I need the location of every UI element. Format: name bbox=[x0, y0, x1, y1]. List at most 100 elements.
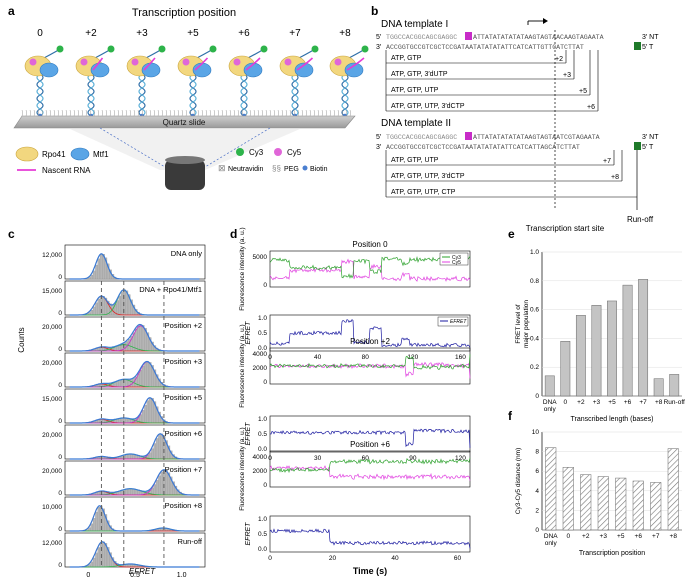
peg-brush bbox=[282, 110, 283, 116]
histogram-ytick: 20,000 bbox=[42, 324, 62, 331]
time-xtick: 80 bbox=[362, 354, 370, 361]
xtick-label: +2 bbox=[582, 533, 590, 540]
histogram-ytick-zero: 0 bbox=[58, 454, 62, 461]
efret-ytick: 0.5 bbox=[258, 531, 267, 538]
position-label: +6 bbox=[238, 28, 250, 39]
xtick-label: +6 bbox=[624, 399, 632, 406]
fluorescence-ytick: 4000 bbox=[253, 351, 268, 358]
t2-top-seq-b: ATTATATATATATAAGTAGTAATCGTAGAATA bbox=[473, 134, 600, 141]
peg-brush bbox=[30, 110, 31, 116]
cy5-dye bbox=[183, 59, 190, 66]
histogram-ytick-zero: 0 bbox=[58, 382, 62, 389]
peg-brush bbox=[210, 110, 211, 116]
histogram-bar bbox=[142, 410, 144, 423]
histogram-ytick-zero: 0 bbox=[58, 310, 62, 317]
t1-step-condition: ATP, GTP, 3′dUTP bbox=[391, 71, 448, 78]
legend-efret-text: EFRET bbox=[450, 319, 467, 325]
t2-bot-suffix: 5′ T bbox=[642, 144, 654, 151]
peg-brush bbox=[214, 110, 215, 116]
t2-top-seq-a: TGGCCACGGCAGCGAGGC bbox=[386, 134, 457, 141]
peg-brush bbox=[46, 110, 47, 116]
peg-brush bbox=[206, 110, 207, 116]
ytick-label: 0 bbox=[535, 527, 539, 534]
fluorescence-ytick: 0 bbox=[263, 379, 267, 386]
panel-label-e: e bbox=[508, 227, 515, 241]
peg-brush bbox=[262, 110, 263, 116]
histogram-bar bbox=[91, 524, 93, 531]
ytick-label: 1.0 bbox=[530, 249, 539, 256]
xtick-label: +2 bbox=[577, 399, 585, 406]
y-axis-label: FRET level of bbox=[515, 304, 522, 343]
histogram-bar bbox=[154, 484, 156, 495]
histogram-bar bbox=[144, 363, 146, 387]
t1-top-seq-b: ATTATATATATATAAGTAGTAACAAGTAGAATA bbox=[473, 34, 604, 41]
histogram-bar bbox=[95, 553, 97, 567]
fluorescence-ytick: 5000 bbox=[253, 254, 268, 261]
peg-brush bbox=[314, 110, 315, 116]
peg-brush bbox=[62, 110, 63, 116]
legend-nascent-rna: Nascent RNA bbox=[42, 166, 91, 175]
peg-brush bbox=[318, 110, 319, 116]
peg-brush bbox=[166, 110, 167, 116]
time-xtick: 40 bbox=[391, 555, 399, 562]
bar bbox=[651, 482, 662, 530]
template-2-title: DNA template II bbox=[381, 118, 451, 129]
panel-label-d: d bbox=[230, 227, 237, 241]
panel-label-b: b bbox=[371, 4, 378, 18]
histogram-ytick: 20,000 bbox=[42, 468, 62, 475]
xtick-label: +3 bbox=[593, 399, 601, 406]
histogram-bar bbox=[154, 443, 156, 459]
histogram-bar bbox=[93, 271, 95, 279]
peg-brush bbox=[22, 110, 23, 116]
xtick-label: +7 bbox=[639, 399, 647, 406]
xtick-label: only bbox=[544, 406, 557, 413]
histogram-bar bbox=[116, 300, 118, 315]
histogram-bar bbox=[121, 292, 123, 315]
fluorescence-ytick: 2000 bbox=[253, 468, 268, 475]
histogram-label: DNA + Rpo41/Mtf1 bbox=[139, 285, 202, 294]
histogram-bar bbox=[149, 398, 151, 423]
efret-ylabel: EFRET bbox=[245, 321, 252, 345]
fluorescence-ytick: 2000 bbox=[253, 365, 268, 372]
histogram-bar bbox=[102, 296, 104, 315]
histogram-bar bbox=[121, 491, 123, 495]
t2-top-suffix: 3′ NT bbox=[642, 134, 659, 141]
peg-brush bbox=[78, 110, 79, 116]
cy5-dye bbox=[285, 59, 292, 66]
peg-brush bbox=[250, 110, 251, 116]
histogram-label: Position +6 bbox=[165, 429, 202, 438]
xtick-label: +3 bbox=[600, 533, 608, 540]
legend-cy5: Cy5 bbox=[287, 148, 302, 157]
histogram-bar bbox=[100, 255, 102, 279]
cy5-dye bbox=[335, 59, 342, 66]
peg-brush bbox=[34, 110, 35, 116]
start-site-label: Transcription start site bbox=[526, 224, 605, 233]
trace-title: Position +2 bbox=[350, 337, 390, 346]
histogram-ytick-zero: 0 bbox=[58, 346, 62, 353]
panel-a: Transcription position 0+2+3+5+6+7+8 Qua… bbox=[14, 7, 369, 190]
histogram-ytick: 12,000 bbox=[42, 540, 62, 547]
histogram-bar bbox=[98, 259, 100, 279]
histogram-bar bbox=[158, 476, 160, 495]
t1-step-position: +5 bbox=[579, 88, 587, 95]
y-axis-label: major population bbox=[523, 300, 530, 348]
efret-ylabel: EFRET bbox=[245, 522, 252, 546]
t1-cy3-site bbox=[634, 42, 641, 50]
transcription-position-title: Transcription position bbox=[132, 7, 236, 19]
histogram-bar bbox=[161, 472, 163, 495]
peg-brush bbox=[130, 110, 131, 116]
t1-top-suffix: 3′ NT bbox=[642, 34, 659, 41]
histogram-label: Run-off bbox=[178, 537, 203, 546]
t2-cy5-site bbox=[465, 132, 472, 140]
efret-ytick: 1.0 bbox=[258, 516, 267, 523]
peg-brush bbox=[338, 110, 339, 116]
xtick-label: +6 bbox=[635, 533, 643, 540]
t1-bot-suffix: 5′ T bbox=[642, 44, 654, 51]
transcription-complex bbox=[76, 46, 115, 119]
cy3-legend-icon bbox=[236, 148, 244, 156]
transcription-complex bbox=[330, 46, 369, 119]
